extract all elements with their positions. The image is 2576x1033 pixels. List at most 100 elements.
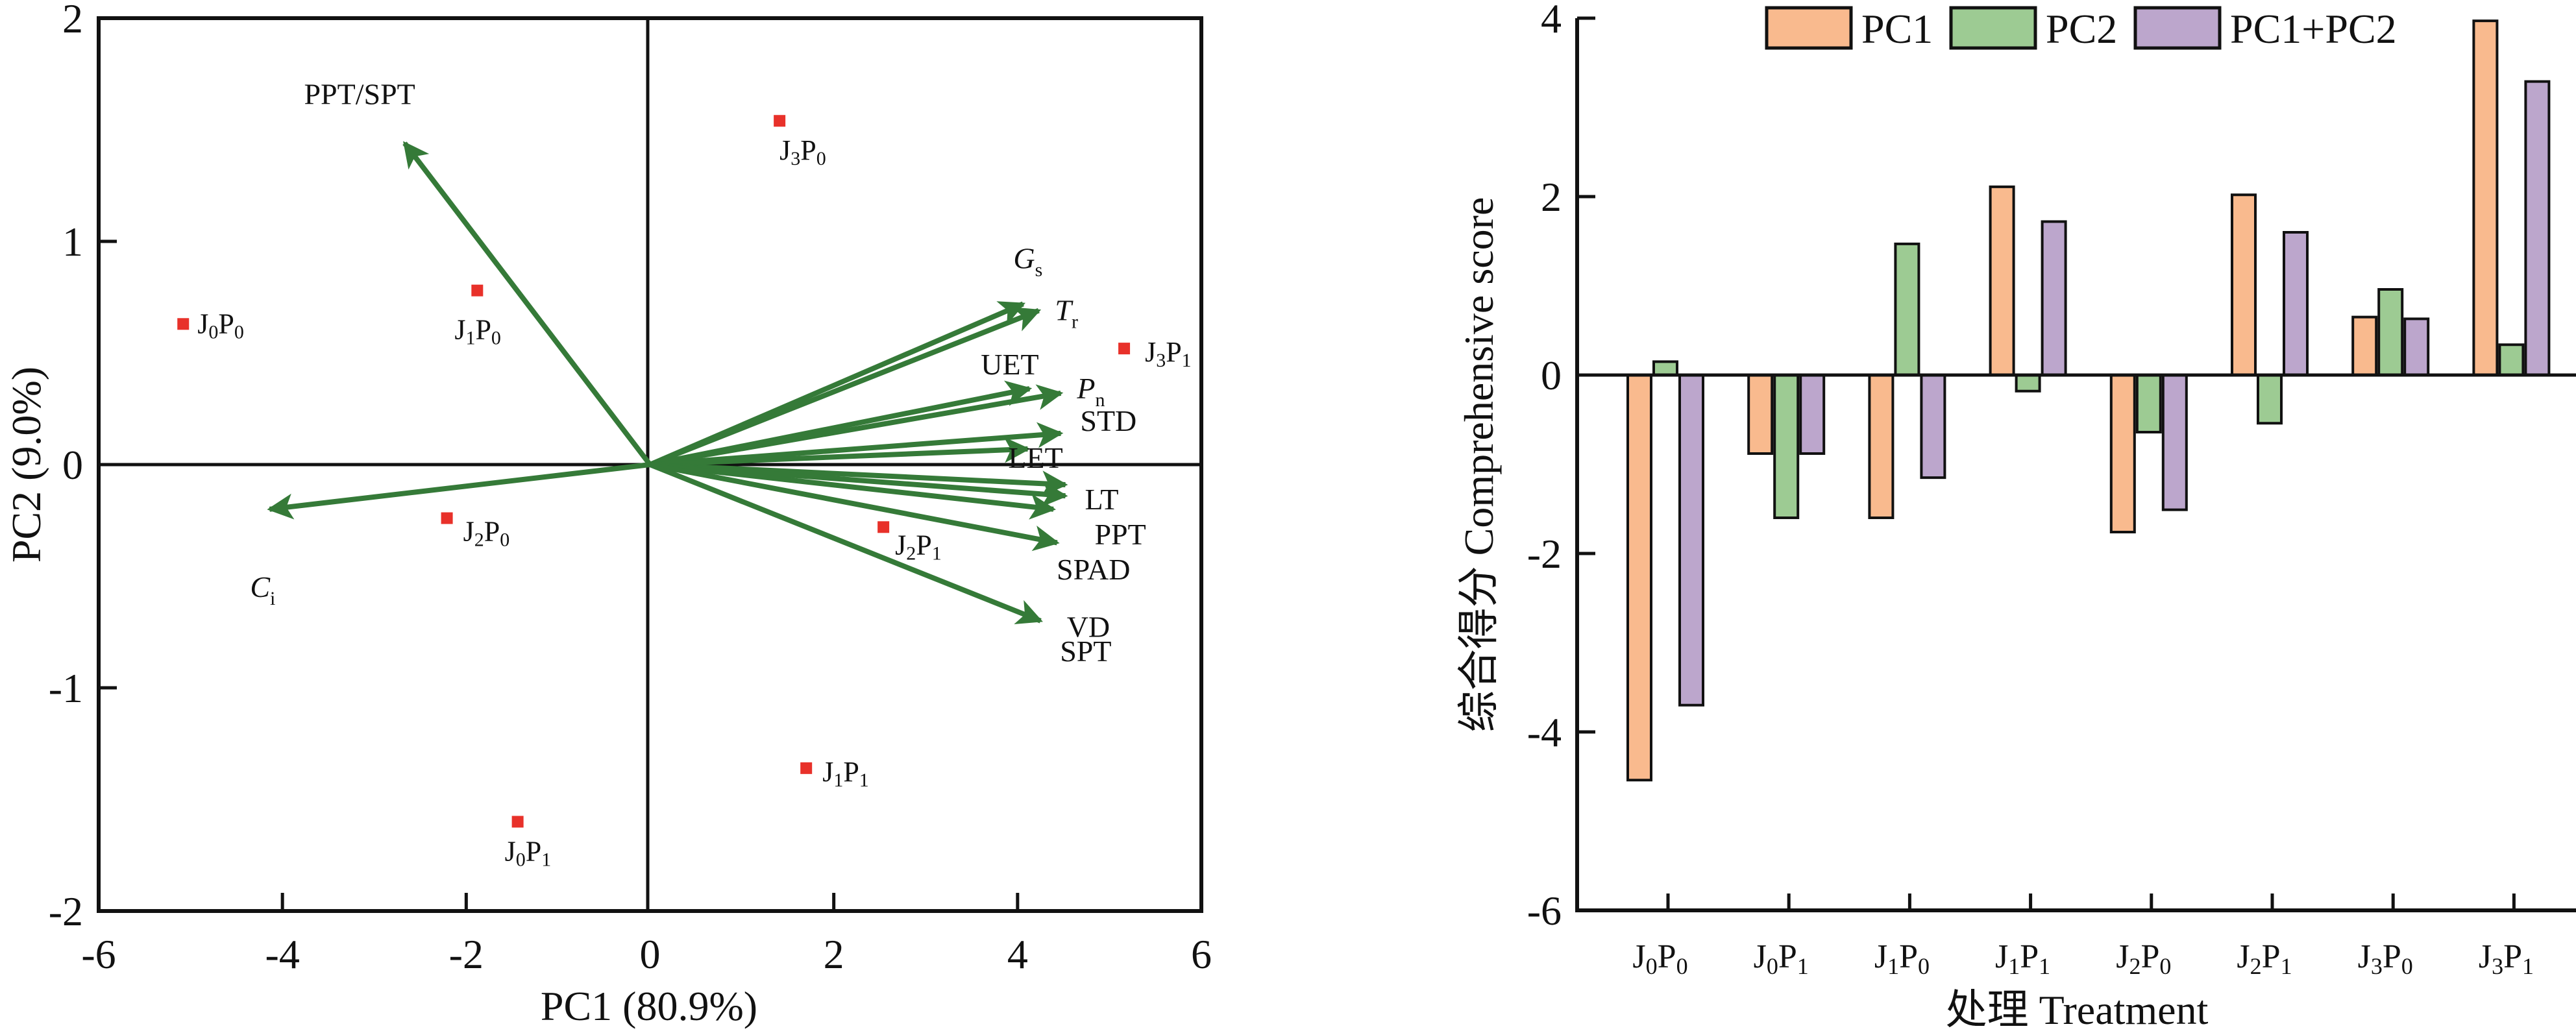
bar-y-tick-label: 2 [1541,174,1562,220]
loading-label-uet: UET [981,348,1038,381]
pca-x-tick-label: 6 [1191,931,1212,977]
point-label-j3p0: J3P0 [779,134,826,169]
legend-swatch [2133,6,2222,50]
pca-x-tick-label: -2 [449,931,484,977]
category-label-j3p0: J3P0 [2358,938,2413,979]
pca-x-tick-label: 4 [1007,931,1028,977]
legend-swatch [1765,6,1853,50]
loading-label-tr: Tr [1055,294,1078,333]
pca-x-tick-label: -6 [81,931,116,977]
point-j3p1 [1118,343,1131,355]
point-j2p0 [441,512,453,524]
category-label-j2p1: J2P1 [2237,938,2292,979]
bar-j1p1-pc1 [1989,185,2015,376]
loading-label-gs: Gs [1013,241,1042,280]
bar-y-tick-label: -6 [1527,888,1562,934]
point-label-j0p0: J0P0 [197,308,244,343]
score-bar-chart: -6 -4 -2 0 2 4 J0P0 J0P1 J1P0 J1P1 J2P0 J2P1 J3P0 J3… [1456,0,2576,1033]
bar-j3p0-pc2 [2377,288,2404,376]
loading-label-lt: LT [1085,483,1118,516]
point-label-j0p1: J0P1 [505,835,552,870]
bar-j1p0-pc1 [1868,374,1895,519]
bar-marks [1626,19,2551,782]
loading-arrow-let [650,437,1031,467]
legend-label: PC1 [1861,6,1933,52]
category-label-j2p0: J2P0 [2116,938,2171,979]
loading-label-spt: SPT [1060,635,1111,668]
loading-arrow-tr [649,307,1042,467]
legend: PC1 PC2 PC1+PC2 [1765,6,2397,52]
category-label-j1p0: J1P0 [1874,938,1930,979]
pca-y-tick-label: 1 [62,219,83,265]
bar-j0p1-pc1-plus-pc2 [1799,374,1826,455]
pca-y-tick-label: 0 [62,442,83,488]
point-j1p0 [471,284,484,297]
bar-y-tick-label: -2 [1527,531,1562,577]
point-label-j2p0: J2P0 [463,516,510,551]
pca-x-ticks: -6 -4 -2 0 2 4 6 [81,893,1212,977]
bar-j0p0-pc1 [1626,374,1652,782]
bar-j2p0-pc1-plus-pc2 [2161,374,2188,511]
loading-arrow-spad [650,462,1057,520]
loading-arrow-ppt-spt [402,141,652,467]
point-j1p1 [800,762,813,774]
pca-x-tick-label: 2 [824,931,844,977]
bar-j3p1-pc1-plus-pc2 [2524,80,2551,376]
pca-x-axis-title: PC1 (80.9%) [541,983,757,1029]
bar-j1p0-pc1-plus-pc2 [1920,374,1946,480]
point-j0p0 [177,318,190,330]
bar-x-ticks: J0P0 J0P1 J1P0 J1P1 J2P0 J2P1 J3P0 J3P1 [1632,893,2534,979]
pca-biplot: -6 -4 -2 0 2 4 6 -2 -1 0 1 2 PC1 (80.9%) PC2 (9.0%… [3,0,1212,1029]
bar-j0p0-pc1-plus-pc2 [1678,374,1704,707]
bar-j2p1-pc1-plus-pc2 [2283,231,2309,376]
bar-j0p1-pc2 [1773,374,1800,519]
pca-y-axis-title: PC2 (9.0%) [3,367,49,563]
legend-label: PC2 [2046,6,2117,52]
loading-arrow-vd [649,462,1060,552]
legend-item-pc1: PC1 [1765,6,1933,52]
legend-item-pc2: PC2 [1949,6,2117,52]
bar-x-axis-title: 处理 Treatment [1946,987,2209,1033]
loading-label-std: STD [1080,404,1136,437]
point-label-j1p0: J1P0 [454,314,501,349]
bar-j3p0-pc1 [2351,315,2378,376]
point-j2p1 [877,521,890,533]
bar-y-tick-label: 4 [1541,0,1562,42]
bar-j2p1-pc1 [2231,193,2257,376]
bar-j2p1-pc2 [2257,374,2283,425]
bar-y-tick-label: -4 [1527,709,1562,755]
pca-y-tick-label: -2 [49,888,83,934]
bar-j1p0-pc2 [1894,242,1920,376]
point-label-j2p1: J2P1 [895,529,942,564]
pca-y-ticks: -2 -1 0 1 2 [49,0,117,934]
loading-arrow-pn [649,384,1064,467]
pca-y-tick-label: 2 [62,0,83,42]
pca-x-tick-label: 0 [640,931,661,977]
bar-j3p1-pc1 [2472,19,2499,376]
legend-item-pc1-plus-pc2: PC1+PC2 [2133,6,2397,52]
point-label-j3p1: J3P1 [1145,336,1192,371]
loading-label-pn: Pn [1076,372,1105,411]
point-j0p1 [511,816,524,828]
bar-y-tick-label: 0 [1541,352,1562,398]
category-label-j1p1: J1P1 [1995,938,2050,979]
bar-j0p0-pc2 [1652,360,1678,376]
bar-y-ticks: -6 -4 -2 0 2 4 [1527,0,1595,934]
category-label-j0p1: J0P1 [1754,938,1809,979]
loading-arrow-ci [267,462,650,520]
loading-label-ci: Ci [250,570,275,609]
bar-j2p0-pc1 [2109,374,2136,533]
bar-j3p0-pc1-plus-pc2 [2403,317,2430,376]
bar-j3p1-pc2 [2498,343,2525,376]
pca-y-tick-label: -1 [49,665,83,711]
bar-j1p1-pc2 [2015,374,2041,393]
loading-label-ppt-spt: PPT/SPT [304,78,415,111]
category-label-j0p0: J0P0 [1632,938,1687,979]
loading-label-vd: VD [1067,610,1110,643]
pca-x-tick-label: -4 [265,931,300,977]
bar-j0p1-pc1 [1747,374,1774,455]
legend-label: PC1+PC2 [2230,6,2397,52]
loading-arrow-spt [649,462,1043,624]
